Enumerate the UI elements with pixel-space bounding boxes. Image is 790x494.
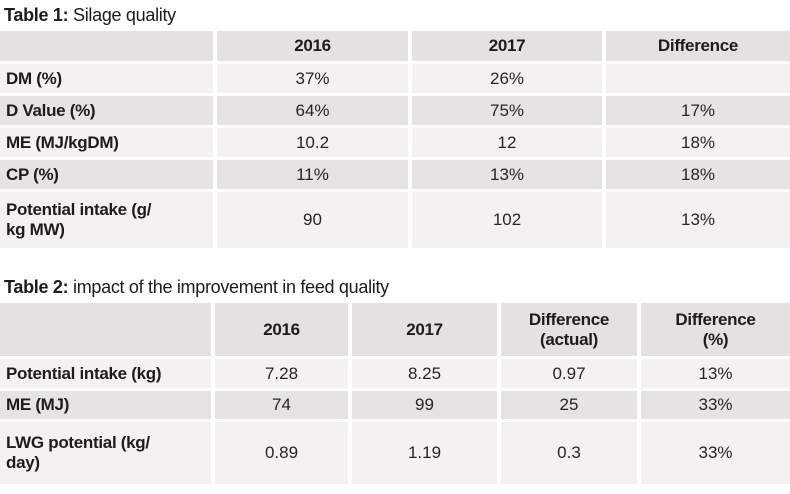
table-1-caption-text: Silage quality xyxy=(73,5,176,25)
table-cell: 37% xyxy=(217,64,408,93)
table-cell: 0.97 xyxy=(501,359,637,388)
table-2-caption-prefix: Table 2: xyxy=(4,277,69,297)
table-1-header-2017: 2017 xyxy=(412,31,602,61)
table-1-header-blank xyxy=(0,31,213,61)
table-cell: 64% xyxy=(217,96,408,125)
table-1-header-2016: 2016 xyxy=(217,31,408,61)
table-2-caption-text: impact of the improvement in feed qualit… xyxy=(73,277,389,297)
table-cell: 99 xyxy=(352,391,497,419)
table-cell: 12 xyxy=(412,128,602,157)
table-cell: 102 xyxy=(412,192,602,248)
table-row-label: Potential intake (kg) xyxy=(0,359,211,388)
table-cell: 13% xyxy=(641,359,790,388)
table-cell: 33% xyxy=(641,422,790,484)
table-row-label: CP (%) xyxy=(0,160,213,189)
table-cell: 1.19 xyxy=(352,422,497,484)
table-cell: 18% xyxy=(606,128,790,157)
table-cell: 74 xyxy=(215,391,348,419)
table-cell: 8.25 xyxy=(352,359,497,388)
table-1: 2016 2017 Difference DM (%) 37% 26% D Va… xyxy=(0,31,790,248)
table-cell: 18% xyxy=(606,160,790,189)
table-row-label: D Value (%) xyxy=(0,96,213,125)
table-cell: 7.28 xyxy=(215,359,348,388)
table-2: 2016 2017 Difference (actual) Difference… xyxy=(0,303,790,484)
table-cell: 0.89 xyxy=(215,422,348,484)
table-cell: 33% xyxy=(641,391,790,419)
table-cell: 13% xyxy=(412,160,602,189)
table-cell: 26% xyxy=(412,64,602,93)
table-cell xyxy=(606,64,790,93)
table-cell: 0.3 xyxy=(501,422,637,484)
table-2-header-difference-actual: Difference (actual) xyxy=(501,303,637,356)
table-cell: 10.2 xyxy=(217,128,408,157)
table-row-label: LWG potential (kg/ day) xyxy=(0,422,211,484)
table-2-header-difference-pct: Difference (%) xyxy=(641,303,790,356)
table-row-label: Potential intake (g/ kg MW) xyxy=(0,192,213,248)
table-2-header-2016: 2016 xyxy=(215,303,348,356)
table-2-header-blank xyxy=(0,303,211,356)
table-1-caption: Table 1: Silage quality xyxy=(0,3,790,31)
table-2-caption: Table 2: impact of the improvement in fe… xyxy=(0,275,790,303)
table-cell: 11% xyxy=(217,160,408,189)
table-cell: 17% xyxy=(606,96,790,125)
table-cell: 13% xyxy=(606,192,790,248)
table-row-label: ME (MJ/kgDM) xyxy=(0,128,213,157)
table-2-header-2017: 2017 xyxy=(352,303,497,356)
table-cell: 25 xyxy=(501,391,637,419)
table-1-caption-prefix: Table 1: xyxy=(4,5,69,25)
table-cell: 75% xyxy=(412,96,602,125)
table-row-label: ME (MJ) xyxy=(0,391,211,419)
table-cell: 90 xyxy=(217,192,408,248)
table-row-label: DM (%) xyxy=(0,64,213,93)
table-1-header-difference: Difference xyxy=(606,31,790,61)
